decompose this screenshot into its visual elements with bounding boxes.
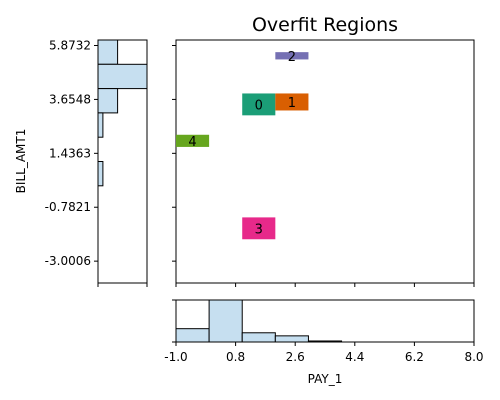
x-tick-label: 4.4: [345, 350, 364, 364]
y-axis-ticks: -3.0006 -0.7821 1.4363 3.6548 5.8732: [45, 39, 98, 268]
region-label-0: 0: [255, 98, 263, 113]
region-label-2: 2: [288, 50, 296, 65]
x-axis-label: PAY_1: [308, 372, 343, 386]
region-label-3: 3: [255, 222, 263, 237]
y-tick-label: 5.8732: [49, 39, 91, 53]
y-axis-label: BILL_AMT1: [14, 129, 28, 194]
y-histogram-panel: -3.0006 -0.7821 1.4363 3.6548 5.8732: [45, 39, 148, 287]
region-label-4: 4: [188, 135, 196, 150]
y-histogram-count-ticks: [97, 283, 148, 287]
y-histogram-bar: [97, 88, 119, 114]
x-tick-label: 0.8: [226, 350, 245, 364]
y-tick-label: -3.0006: [45, 254, 91, 268]
chart-title: Overfit Regions: [252, 14, 398, 36]
y-histogram-bar: [97, 112, 104, 138]
x-histogram-bar: [241, 332, 276, 343]
region-0: [242, 93, 276, 116]
x-histogram-bar: [307, 340, 343, 343]
y-tick-label: -0.7821: [45, 200, 91, 214]
x-tick-label: 2.6: [286, 350, 305, 364]
region-3: [242, 217, 276, 240]
y-histogram-bar: [97, 39, 119, 65]
y-histogram-bar: [97, 161, 104, 187]
x-histogram-bar: [274, 335, 309, 343]
region-2: [275, 52, 309, 60]
regions-layer: 0 1 2 3 4: [176, 50, 309, 240]
region-4: [176, 134, 210, 147]
x-histogram-count-ticks: [172, 299, 176, 343]
main-plot-frame: [175, 39, 475, 284]
y-tick-label: 3.6548: [49, 92, 91, 106]
y-histogram-bar: [97, 63, 148, 90]
x-axis-ticks: -1.0 0.8 2.6 4.4 6.2 8.0: [164, 342, 484, 364]
x-tick-label: 6.2: [405, 350, 424, 364]
x-histogram-bar: [175, 328, 210, 343]
region-1: [275, 93, 309, 111]
x-tick-label: 8.0: [464, 350, 483, 364]
y-histogram-bars: [97, 39, 148, 187]
x-histogram-bar: [208, 299, 243, 343]
main-plot-area: 0 1 2 3 4: [172, 39, 475, 287]
y-tick-label: 1.4363: [49, 146, 91, 160]
main-y-ticks: [172, 45, 475, 287]
region-label-1: 1: [288, 96, 296, 111]
x-tick-label: -1.0: [164, 350, 187, 364]
x-histogram-bars: [175, 299, 343, 343]
x-histogram-panel: -1.0 0.8 2.6 4.4 6.2 8.0: [164, 299, 484, 364]
